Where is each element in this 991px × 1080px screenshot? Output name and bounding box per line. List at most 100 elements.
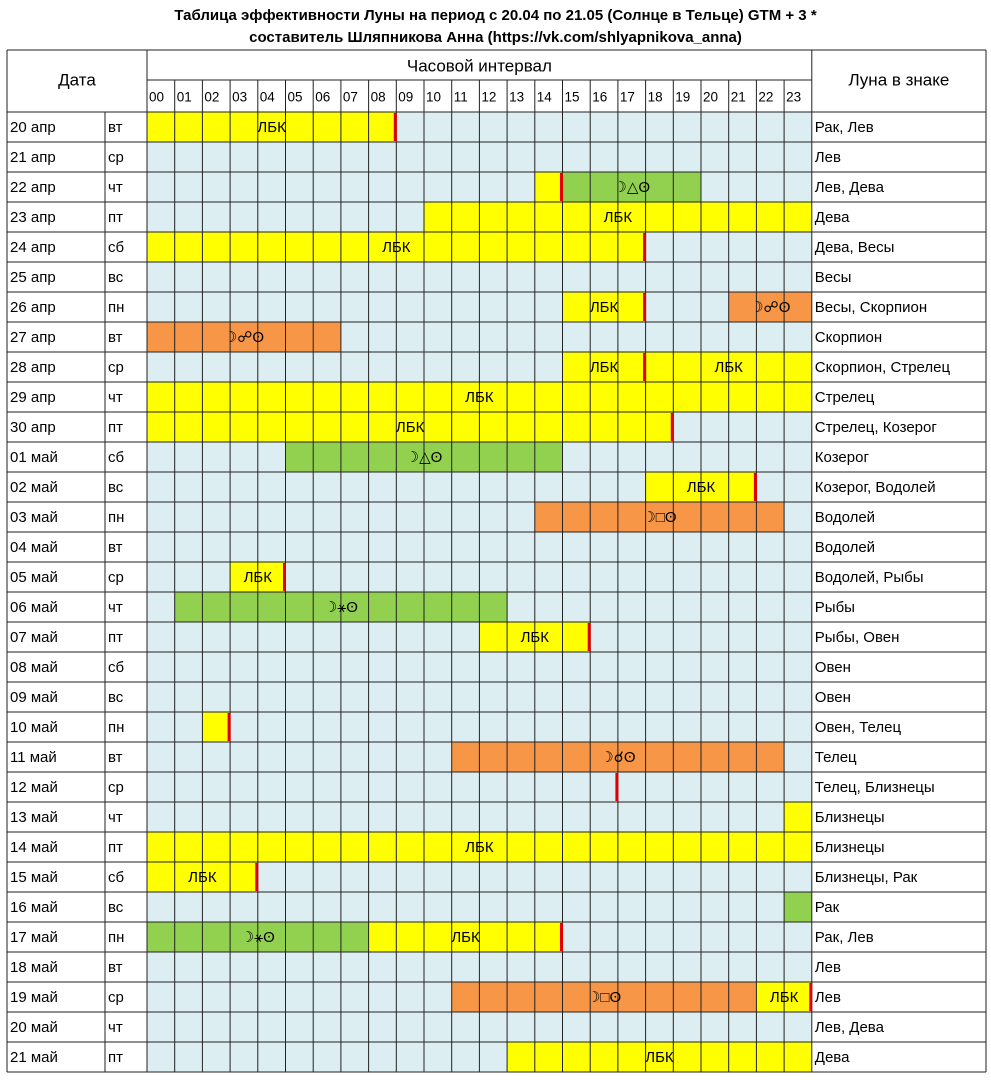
row-moon-sign: Телец, Близнецы (815, 779, 935, 796)
row-moon-sign: Козерог, Водолей (815, 479, 936, 496)
row-date: 17 май (10, 929, 58, 946)
red-time-mark (643, 293, 647, 321)
hour-label: 10 (426, 90, 441, 105)
aspect-bar (147, 112, 397, 142)
hour-label: 19 (675, 90, 690, 105)
row-moon-sign: Водолей (815, 509, 875, 526)
row-date: 03 май (10, 509, 58, 526)
row-weekday: ср (108, 989, 124, 1006)
aspect-bar (147, 412, 674, 442)
bar-label: ЛБК (590, 359, 619, 376)
bar-label: ☽☍ʘ (750, 299, 790, 316)
row-date: 16 май (10, 899, 58, 916)
row-date: 04 май (10, 539, 58, 556)
hour-label: 22 (758, 90, 773, 105)
row-moon-sign: Весы (815, 269, 852, 286)
bar-label: ЛБК (465, 839, 494, 856)
row-weekday: пт (108, 839, 123, 856)
row-moon-sign: Овен, Телец (815, 719, 902, 736)
hour-label: 04 (260, 90, 276, 105)
row-weekday: чт (108, 809, 123, 826)
row-weekday: чт (108, 599, 123, 616)
bar-label: ☽□ʘ (587, 989, 621, 1006)
row-moon-sign: Лев, Дева (815, 1019, 885, 1036)
row-date: 25 апр (10, 269, 56, 286)
row-weekday: пн (108, 929, 124, 946)
row-moon-sign: Водолей (815, 539, 875, 556)
row-moon-sign: Весы, Скорпион (815, 299, 927, 316)
hour-label: 23 (786, 90, 801, 105)
row-date: 13 май (10, 809, 58, 826)
row-date: 01 май (10, 449, 58, 466)
aspect-bar (784, 892, 812, 922)
red-time-mark (560, 923, 563, 951)
row-weekday: вт (108, 749, 123, 766)
aspect-bar (562, 352, 646, 382)
hour-label: 06 (315, 90, 330, 105)
bar-label: ЛБК (714, 359, 743, 376)
row-moon-sign: Лев, Дева (815, 179, 885, 196)
hour-label: 16 (592, 90, 607, 105)
row-moon-sign: Рыбы (815, 599, 855, 616)
row-date: 20 май (10, 1019, 58, 1036)
row-date: 10 май (10, 719, 58, 736)
row-weekday: пт (108, 629, 123, 646)
aspect-bar (147, 322, 341, 352)
bar-label: ☽□ʘ (642, 509, 676, 526)
row-weekday: вт (108, 539, 123, 556)
row-moon-sign: Стрелец (815, 389, 875, 406)
row-date: 19 май (10, 989, 58, 1006)
row-weekday: сб (108, 239, 124, 256)
table-title: Таблица эффективности Луны на период с 2… (174, 7, 817, 24)
hour-interval-header: Часовой интервал (407, 56, 552, 75)
row-date: 11 май (10, 749, 57, 766)
row-date: 21 апр (10, 149, 56, 166)
bar-label: ЛБК (521, 629, 550, 646)
red-time-mark (809, 983, 813, 1011)
row-weekday: сб (108, 449, 124, 466)
row-weekday: чт (108, 1019, 123, 1036)
row-date: 27 апр (10, 329, 56, 346)
bar-label: ЛБК (590, 299, 619, 316)
hour-label: 09 (398, 90, 413, 105)
row-moon-sign: Скорпион, Стрелец (815, 359, 951, 376)
bar-label: ☽⚹ʘ (324, 599, 358, 616)
row-weekday: ср (108, 149, 124, 166)
row-weekday: вс (108, 479, 124, 496)
row-date: 07 май (10, 629, 58, 646)
row-moon-sign: Скорпион (815, 329, 882, 346)
hour-label: 05 (288, 90, 303, 105)
aspect-bar (451, 982, 757, 1012)
red-time-mark (283, 563, 286, 591)
hour-label: 01 (177, 90, 192, 105)
row-moon-sign: Овен (815, 659, 851, 676)
row-moon-sign: Дева (815, 1049, 850, 1066)
aspect-bar (534, 502, 785, 532)
aspect-bar (507, 1042, 812, 1072)
row-weekday: вт (108, 119, 123, 136)
row-moon-sign: Дева, Весы (815, 239, 895, 256)
row-moon-sign: Козерог (815, 449, 870, 466)
aspect-bar (562, 292, 646, 322)
row-weekday: вс (108, 269, 124, 286)
hour-label: 02 (204, 90, 219, 105)
aspect-bar (728, 292, 812, 322)
red-time-mark (670, 413, 674, 441)
row-moon-sign: Лев (815, 149, 841, 166)
hour-label: 08 (371, 90, 386, 105)
aspect-bar (202, 712, 231, 742)
row-weekday: вс (108, 689, 124, 706)
row-moon-sign: Рак (815, 899, 840, 916)
bar-label: ЛБК (244, 569, 273, 586)
red-time-mark (615, 773, 619, 801)
row-weekday: пн (108, 299, 124, 316)
row-date: 24 апр (10, 239, 56, 256)
bar-label: ЛБК (687, 479, 716, 496)
hour-label: 18 (648, 90, 663, 105)
bar-label: ☽△ʘ (613, 179, 650, 196)
row-weekday: ср (108, 569, 124, 586)
row-moon-sign: Дева (815, 209, 850, 226)
row-date: 06 май (10, 599, 58, 616)
date-column-header: Дата (58, 70, 96, 89)
row-moon-sign: Рак, Лев (815, 929, 874, 946)
